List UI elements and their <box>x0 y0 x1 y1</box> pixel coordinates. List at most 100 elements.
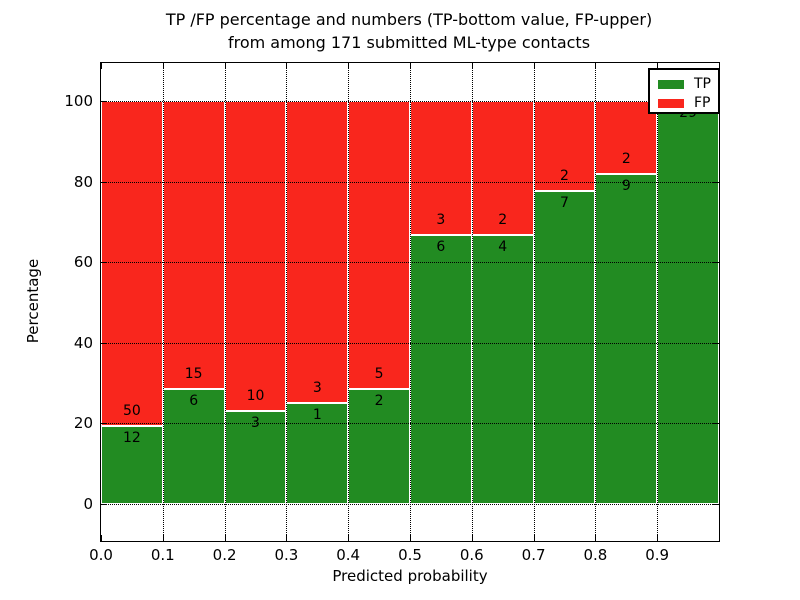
vertical-gridline <box>595 63 597 541</box>
x-tick-label: 0.6 <box>459 546 484 564</box>
x-tick-mark <box>348 63 350 69</box>
x-tick-mark <box>657 535 659 541</box>
vertical-gridline <box>471 63 473 541</box>
bar-fp-segment <box>410 101 472 236</box>
x-tick-mark <box>410 63 411 69</box>
vertical-gridline <box>286 63 288 541</box>
tp-color-swatch <box>657 79 685 90</box>
bar-tp-segment <box>101 426 163 504</box>
bar-fp-count-label: 5 <box>374 365 384 382</box>
horizontal-gridline <box>101 101 719 102</box>
x-tick-mark <box>224 535 226 541</box>
x-tick-mark <box>286 63 288 69</box>
x-tick-mark <box>101 535 102 541</box>
vertical-gridline <box>410 63 411 541</box>
y-tick-mark <box>713 262 719 264</box>
x-axis-label: Predicted probability <box>332 567 488 585</box>
bar-tp-segment <box>533 190 596 504</box>
bar-tp-segment <box>471 235 534 504</box>
chart-title-line2: from among 171 submitted ML-type contact… <box>227 33 591 52</box>
bar-fp-segment <box>101 101 163 426</box>
y-tick-label: 60 <box>73 253 93 272</box>
x-tick-mark <box>286 535 288 541</box>
horizontal-gridline <box>101 423 719 425</box>
bar-tp-count-label: 7 <box>560 194 569 211</box>
x-tick-label: 0.5 <box>398 546 422 564</box>
bar-fp-count-label: 50 <box>122 403 141 419</box>
x-tick-mark <box>471 535 473 541</box>
y-tick-label: 20 <box>73 414 93 433</box>
bar-fp-count-label: 3 <box>436 212 446 229</box>
bar-tp-count-label: 9 <box>621 178 631 195</box>
x-tick-mark <box>224 63 226 69</box>
x-tick-mark <box>162 63 164 69</box>
horizontal-gridline <box>101 342 719 344</box>
bar-fp-count-label: 15 <box>184 365 203 382</box>
bar-fp-count-label: 2 <box>498 212 508 229</box>
vertical-gridline <box>162 63 164 541</box>
y-tick-label: 0 <box>83 495 93 513</box>
y-tick-mark <box>101 423 107 425</box>
y-tick-mark <box>101 342 107 344</box>
y-tick-mark <box>713 181 719 183</box>
x-tick-label: 0.2 <box>212 546 237 564</box>
y-tick-label: 100 <box>64 92 93 110</box>
legend-entry-tp: TP <box>657 77 718 92</box>
legend-label-fp: FP <box>694 95 711 111</box>
bar-tp-count-label: 6 <box>189 392 199 409</box>
y-tick-mark <box>713 504 719 505</box>
bar-tp-count-label: 2 <box>374 392 384 409</box>
y-tick-mark <box>713 423 719 425</box>
x-tick-mark <box>162 535 164 541</box>
x-tick-mark <box>471 63 473 69</box>
x-tick-mark <box>657 63 659 69</box>
x-tick-mark <box>533 535 535 541</box>
x-tick-label: 0.4 <box>336 546 361 564</box>
vertical-gridline <box>533 63 535 541</box>
x-tick-label: 0.3 <box>274 546 299 564</box>
x-tick-label: 0.7 <box>521 546 546 564</box>
bar-fp-count-label: 2 <box>621 151 631 168</box>
x-tick-label: 0.1 <box>150 546 175 564</box>
y-axis-label: Percentage <box>24 258 42 344</box>
y-tick-label: 80 <box>73 172 93 191</box>
y-tick-label: 40 <box>73 333 93 352</box>
x-tick-label: 0.9 <box>645 546 670 564</box>
chart-title: TP /FP percentage and numbers (TP-bottom… <box>100 8 718 54</box>
bar-fp-count-label: 10 <box>246 388 265 404</box>
bar-fp-segment <box>162 101 225 389</box>
bar-fp-segment <box>348 101 410 389</box>
bar-tp-count-label: 3 <box>251 415 260 431</box>
y-tick-mark <box>101 262 107 264</box>
x-tick-label: 0.8 <box>583 546 608 564</box>
plot-area: 501215610331523624272929 0.0 0.1 0.2 0.3… <box>64 62 720 585</box>
bar-tp-count-label: 4 <box>498 239 508 256</box>
bar-tp-count-label: 1 <box>312 407 322 424</box>
bar-tp-count-label: 12 <box>122 430 141 446</box>
x-tick-mark <box>533 63 535 69</box>
bar-tp-segment <box>595 174 658 504</box>
x-tick-mark <box>101 63 102 69</box>
fp-color-swatch <box>657 98 685 109</box>
bar-fp-count-label: 2 <box>560 167 569 184</box>
horizontal-gridline <box>101 262 719 264</box>
y-tick-mark <box>101 101 107 102</box>
legend: TP FP <box>648 68 720 114</box>
bar-fp-segment <box>286 101 349 404</box>
chart-title-line1: TP /FP percentage and numbers (TP-bottom… <box>165 10 653 29</box>
x-tick-mark <box>348 535 350 541</box>
bar-tp-count-label: 6 <box>436 239 446 256</box>
legend-entry-fp: FP <box>657 96 718 111</box>
horizontal-gridline <box>101 504 719 505</box>
bar-fp-segment <box>224 101 287 411</box>
y-tick-mark <box>101 504 107 505</box>
x-tick-mark <box>595 535 597 541</box>
vertical-gridline <box>348 63 350 541</box>
horizontal-gridline <box>101 181 719 183</box>
x-tick-mark <box>410 535 411 541</box>
x-tick-mark <box>595 63 597 69</box>
legend-label-tp: TP <box>694 76 711 92</box>
bar-fp-segment <box>471 101 534 236</box>
vertical-gridline <box>224 63 226 541</box>
